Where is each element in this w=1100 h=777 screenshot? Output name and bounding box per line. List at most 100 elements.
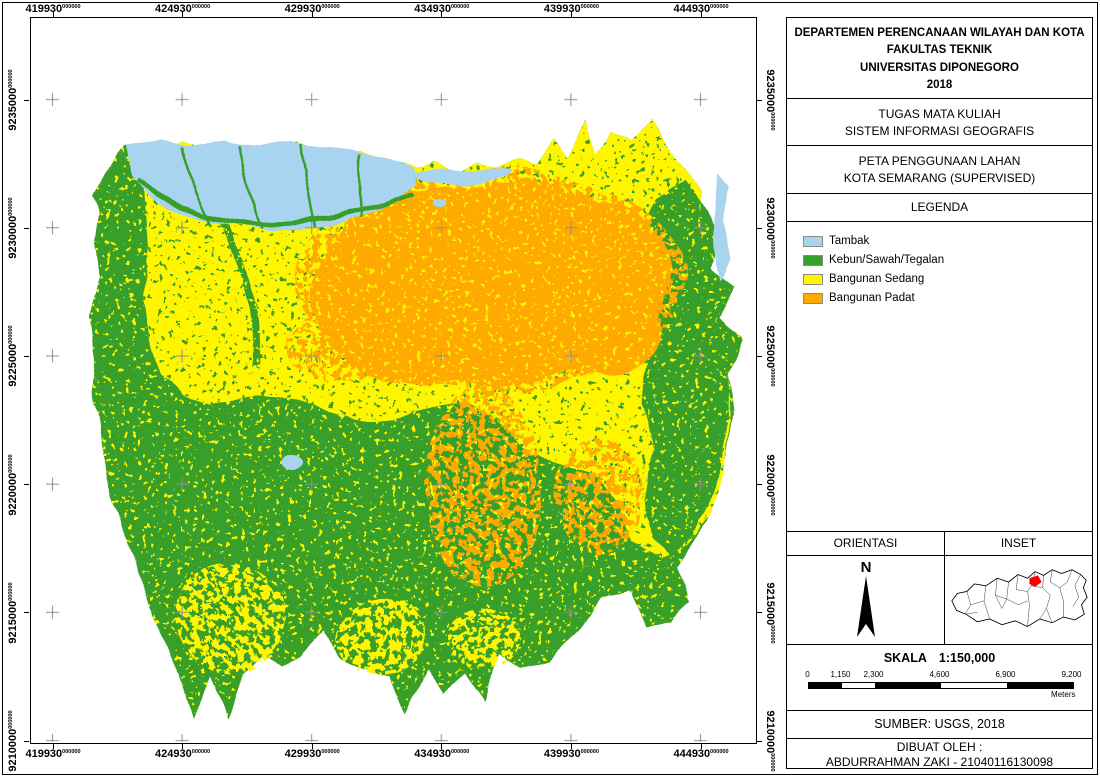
inset-map <box>950 569 1088 627</box>
legend-items: Tambak Kebun/Sawah/Tegalan Bangunan Seda… <box>787 222 1092 322</box>
scalebar-segment <box>940 683 1007 688</box>
grid-label-northing-right: 9230000000000 <box>764 198 776 259</box>
institution-line: UNIVERSITAS DIPONEGORO <box>860 61 1019 74</box>
grid-label-value: 9235000 <box>7 87 19 131</box>
north-arrow-area: N <box>787 556 944 644</box>
inset-column: INSET <box>945 532 1092 644</box>
grid-tick <box>757 612 762 614</box>
landuse-map-canvas <box>31 18 755 742</box>
assignment-line: TUGAS MATA KULIAH <box>878 107 1001 121</box>
grid-label-decimals: 000000 <box>8 582 14 601</box>
legend-swatch-bangunan-sedang <box>803 273 823 285</box>
grid-label-northing-left: 9215000000000 <box>7 582 19 643</box>
credit-line: DIBUAT OLEH : <box>896 740 983 754</box>
grid-label-northing-right: 9215000000000 <box>764 582 776 643</box>
grid-label-value: 9210000 <box>7 728 19 772</box>
grid-tick <box>757 227 762 229</box>
scalebar-tick: 6,900 <box>995 670 1016 679</box>
scalebar-segment <box>874 683 941 688</box>
grid-label-decimals: 000000 <box>62 749 81 755</box>
grid-label-decimals: 000000 <box>769 240 775 259</box>
institution-block: DEPARTEMEN PERENCANAAN WILAYAH DAN KOTA … <box>787 18 1092 99</box>
grid-tick <box>570 12 572 17</box>
grid-label-decimals: 000000 <box>191 4 211 10</box>
grid-label-decimals: 000000 <box>450 749 470 755</box>
grid-tick <box>52 744 54 749</box>
scale-label: SKALA <box>883 651 927 665</box>
institution-line: FAKULTAS TEKNIK <box>886 44 993 57</box>
grid-label-easting-bottom: 419930000000 <box>25 748 80 760</box>
legend-item-bangunan-sedang: Bangunan Sedang <box>803 272 1076 286</box>
grid-label-decimals: 000000 <box>769 368 775 387</box>
grid-tick <box>182 744 184 749</box>
grid-label-northing-left: 9225000000000 <box>7 326 19 387</box>
grid-label-decimals: 000000 <box>191 749 211 755</box>
grid-label-decimals: 000000 <box>8 325 14 345</box>
grid-label-value: 9220000 <box>764 454 776 497</box>
grid-label-decimals: 000000 <box>62 4 81 10</box>
institution-year: 2018 <box>926 78 953 91</box>
grid-tick <box>24 484 29 486</box>
grid-label-decimals: 000000 <box>769 496 775 516</box>
grid-label-northing-right: 9235000000000 <box>764 69 776 130</box>
grid-label-value: 9215000 <box>7 600 19 644</box>
scalebar-bar <box>807 682 1074 689</box>
grid-label-decimals: 000000 <box>580 4 599 10</box>
scalebar-unit: Meters <box>1051 690 1076 699</box>
grid-tick <box>757 484 762 486</box>
grid-label-value: 424930 <box>155 3 192 15</box>
scale-block: SKALA 1:150,000 0 1,150 2,300 4,600 6,90… <box>787 645 1092 711</box>
grid-tick <box>441 12 443 17</box>
scalebar-tick: 2,300 <box>863 670 884 679</box>
grid-label-decimals: 000000 <box>321 4 340 10</box>
grid-tick <box>757 355 762 357</box>
grid-label-decimals: 000000 <box>8 197 14 216</box>
grid-tick <box>757 740 762 742</box>
grid-tick <box>24 227 29 229</box>
grid-label-easting-bottom: 429930000000 <box>285 748 340 760</box>
map-title-line: KOTA SEMARANG (SUPERVISED) <box>843 170 1036 185</box>
grid-label-value: 419930 <box>25 748 63 760</box>
grid-label-value: 434930 <box>414 748 451 760</box>
map-title-block: PETA PENGGUNAAN LAHAN KOTA SEMARANG (SUP… <box>787 146 1092 194</box>
source-block: SUMBER: USGS, 2018 <box>787 711 1092 739</box>
inset-title: INSET <box>945 532 1092 556</box>
north-arrow-icon: N <box>856 559 875 637</box>
source-text: SUMBER: USGS, 2018 <box>874 717 1005 731</box>
grid-tick <box>700 744 702 749</box>
grid-label-value: 9230000 <box>7 215 19 259</box>
orientation-title: ORIENTASI <box>787 532 944 556</box>
inset-district-borders <box>964 569 1081 627</box>
credit-author: ABDURRAHMAN ZAKI - 21040116130098 <box>825 755 1054 769</box>
scalebar-tick: 0 <box>805 670 810 679</box>
grid-label-value: 429930 <box>284 748 322 760</box>
legend-block: LEGENDA Tambak Kebun/Sawah/Tegalan Bangu… <box>787 194 1092 532</box>
scalebar: 0 1,150 2,300 4,600 6,900 9,200 Meters <box>805 670 1081 706</box>
graticule-crosses <box>31 18 755 742</box>
legend-label: Tambak <box>829 235 870 247</box>
legend-title: LEGENDA <box>787 194 1092 222</box>
grid-label-northing-left: 9210000000000 <box>7 710 19 771</box>
grid-label-decimals: 000000 <box>769 625 775 644</box>
scale-heading: SKALA 1:150,000 <box>787 651 1092 665</box>
grid-label-northing-left: 9230000000000 <box>7 198 19 259</box>
grid-label-value: 424930 <box>155 748 192 760</box>
credit-block: DIBUAT OLEH : ABDURRAHMAN ZAKI - 2104011… <box>787 739 1092 769</box>
grid-label-value: 419930 <box>25 3 63 15</box>
orientation-column: ORIENTASI N <box>787 532 945 644</box>
grid-label-decimals: 000000 <box>8 454 14 473</box>
grid-tick <box>311 744 313 749</box>
grid-label-easting-bottom: 434930000000 <box>414 748 469 760</box>
scalebar-segment <box>1006 683 1073 688</box>
orientation-inset-block: ORIENTASI N INSET <box>787 532 1092 645</box>
grid-label-northing-right: 9210000000000 <box>764 710 776 771</box>
legend-swatch-bangunan-padat <box>803 292 823 304</box>
grid-label-northing-right: 9225000000000 <box>764 326 776 387</box>
scalebar-tick: 1,150 <box>830 670 851 679</box>
legend-swatch-kebun <box>803 254 823 266</box>
grid-label-value: 429930 <box>284 3 322 15</box>
grid-label-value: 9215000 <box>764 582 776 626</box>
grid-tick <box>24 612 29 614</box>
scalebar-tick: 4,600 <box>929 670 950 679</box>
